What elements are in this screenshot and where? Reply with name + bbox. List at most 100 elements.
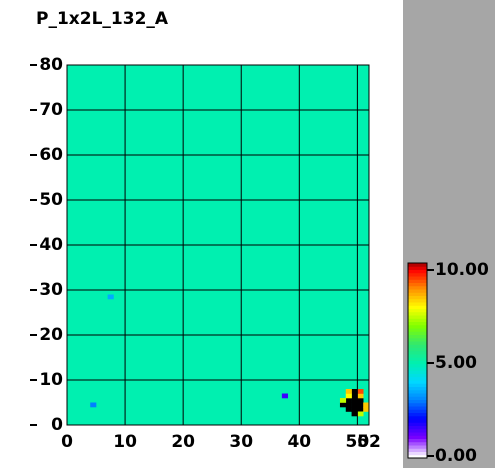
chart-title: P_1x2L_132_A (36, 9, 169, 29)
colorbar-segment (408, 289, 427, 293)
colorbar-segment (408, 435, 427, 439)
heatmap-cell (351, 393, 358, 399)
y-tick-label: 70 (39, 100, 63, 120)
colorbar-segment (408, 318, 427, 322)
heatmap-cell (345, 407, 352, 412)
colorbar-segment (408, 396, 427, 400)
colorbar-segment (408, 279, 427, 283)
colorbar-tick-label: 5.00 (435, 353, 477, 373)
plot-frame (66, 64, 370, 426)
y-tick-label: 50 (39, 190, 63, 210)
colorbar-segment (408, 402, 427, 407)
colorbar-segment (408, 360, 427, 365)
y-tick-label: 0 (51, 415, 63, 435)
colorbar-segment (408, 311, 427, 316)
heatmap-cell (339, 398, 347, 403)
colorbar-segment (408, 448, 427, 452)
heatmap-cell (357, 407, 364, 412)
heatmap-cell (363, 402, 370, 408)
y-tick-label: 60 (39, 145, 63, 165)
heatmap-cell (357, 389, 364, 394)
colorbar-segment (408, 305, 427, 309)
colorbar-segment (408, 357, 427, 361)
colorbar-segment (408, 393, 427, 397)
heatmap-cell (345, 389, 352, 394)
x-tick-label: 0 (61, 432, 73, 452)
colorbar-segment (408, 292, 427, 296)
heatmap-cell (351, 411, 358, 417)
y-tick-label: 10 (39, 370, 63, 390)
x-tick-label: 40 (287, 432, 311, 452)
heatmap-cell (345, 393, 352, 399)
colorbar-segment (408, 409, 427, 413)
colorbar-segment (408, 419, 427, 423)
heatmap-cell (351, 407, 358, 412)
colorbar-segment (408, 454, 427, 459)
colorbar-segment (408, 363, 427, 368)
colorbar-segment (408, 376, 427, 381)
heatmap-cell (363, 407, 370, 412)
colorbar-segment (408, 298, 427, 303)
heatmap-cell (107, 294, 114, 300)
x-tick-label: 30 (229, 432, 253, 452)
colorbar-segment (408, 399, 427, 404)
colorbar-segment (408, 438, 427, 443)
colorbar-segment (408, 341, 427, 345)
colorbar-segment (408, 386, 427, 391)
colorbar-segment (408, 406, 427, 410)
y-tick-label: 20 (39, 325, 63, 345)
colorbar-segment (408, 302, 427, 306)
colorbar-segment (408, 347, 427, 352)
colorbar-segment (408, 308, 427, 313)
heatmap-cell (357, 398, 364, 403)
colorbar-tick-label: 10.00 (435, 260, 489, 280)
colorbar-segment (408, 344, 427, 348)
colorbar-segment (408, 266, 427, 270)
colorbar-tick-label: 0.00 (435, 446, 477, 466)
colorbar-segment (408, 269, 427, 274)
y-tick-label: 80 (39, 55, 63, 75)
colorbar-segment (408, 428, 427, 433)
x-tick-label: 20 (171, 432, 195, 452)
colorbar-segment (408, 441, 427, 446)
colorbar-segment (408, 415, 427, 420)
colorbar-segment (408, 337, 427, 342)
colorbar-segment (408, 334, 427, 339)
colorbar-segment (408, 432, 427, 436)
colorbar-segment (408, 331, 427, 335)
heatmap-cell (345, 402, 352, 408)
colorbar-segment (408, 276, 427, 280)
colorbar-segment (408, 328, 427, 332)
heatmap-cell (357, 411, 364, 417)
heatmap-cell (357, 402, 364, 408)
colorbar-segment (408, 383, 427, 387)
colorbar-segment (408, 367, 427, 371)
heatmap-cell (345, 398, 352, 403)
heatmap-cell (351, 398, 358, 403)
colorbar-segment (408, 412, 427, 417)
colorbar-segment (408, 370, 427, 374)
heatmap-cell (90, 402, 97, 408)
x-tick-label: 50 (346, 432, 370, 452)
colorbar-segment (408, 373, 427, 378)
y-tick-label: 30 (39, 280, 63, 300)
colorbar-segment (408, 315, 427, 319)
colorbar-segment (408, 354, 427, 358)
x-tick-label: 10 (113, 432, 137, 452)
colorbar-segment (408, 321, 427, 326)
heatmap-cell (281, 393, 288, 399)
colorbar-segment (408, 445, 427, 449)
colorbar-segment (408, 282, 427, 287)
x-tick-label: 52 (357, 432, 381, 452)
colorbar-segment (408, 425, 427, 430)
colorbar-segment (408, 263, 427, 267)
colorbar-segment (408, 389, 427, 394)
colorbar-segment (408, 324, 427, 329)
colorbar-segment (408, 380, 427, 384)
colorbar-segment (408, 295, 427, 300)
colorbar-segment (408, 451, 427, 456)
colorbar-frame (407, 262, 428, 459)
heatmap-cell (357, 393, 364, 399)
colorbar-segment (408, 350, 427, 355)
